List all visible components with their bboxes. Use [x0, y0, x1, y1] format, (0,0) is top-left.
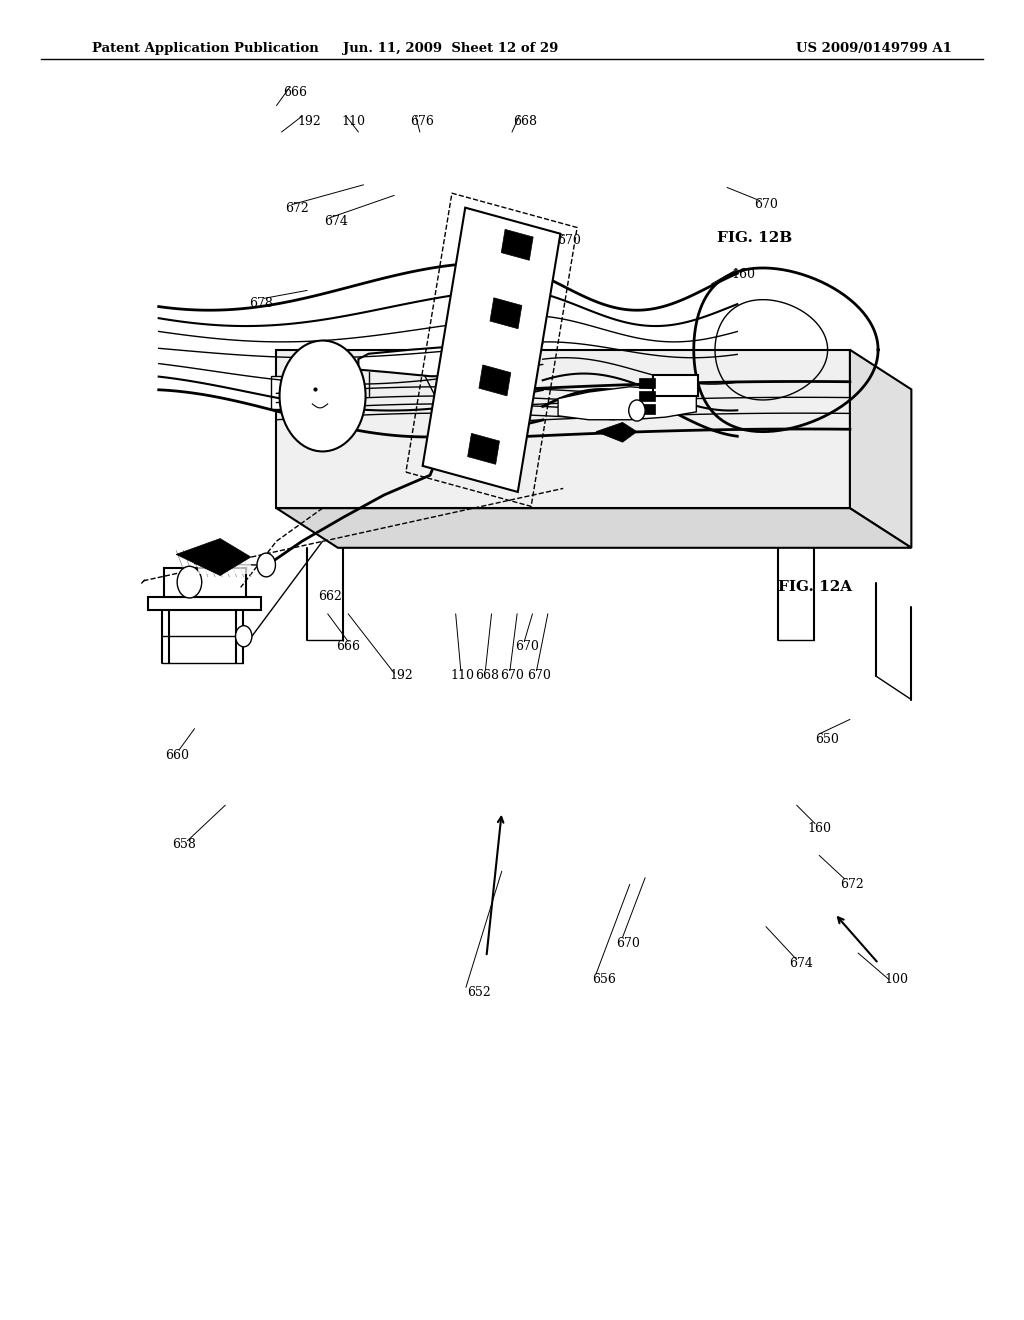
Text: 650: 650: [815, 733, 840, 746]
Circle shape: [257, 553, 275, 577]
Polygon shape: [489, 298, 522, 329]
Polygon shape: [850, 350, 911, 548]
Text: 660: 660: [165, 748, 189, 762]
Text: 666: 666: [283, 86, 307, 99]
Polygon shape: [358, 343, 532, 376]
Text: FIG. 12B: FIG. 12B: [717, 231, 792, 244]
Text: 674: 674: [324, 215, 348, 228]
Text: FIG. 12A: FIG. 12A: [778, 581, 852, 594]
Polygon shape: [502, 230, 534, 260]
Text: 670: 670: [500, 669, 524, 682]
Circle shape: [280, 341, 366, 451]
Text: Jun. 11, 2009  Sheet 12 of 29: Jun. 11, 2009 Sheet 12 of 29: [343, 42, 558, 55]
Polygon shape: [176, 539, 251, 576]
Text: 670: 670: [557, 234, 582, 247]
Text: 652: 652: [467, 986, 492, 999]
Polygon shape: [423, 207, 560, 492]
Polygon shape: [558, 387, 696, 420]
Polygon shape: [468, 433, 500, 465]
Text: 670: 670: [615, 937, 640, 950]
Text: 192: 192: [297, 115, 322, 128]
Circle shape: [177, 566, 202, 598]
Text: 676: 676: [410, 115, 434, 128]
Text: 672: 672: [285, 202, 309, 215]
Text: 674: 674: [788, 957, 813, 970]
Text: 160: 160: [807, 822, 831, 836]
Text: 666: 666: [336, 640, 360, 653]
Text: 110: 110: [451, 669, 475, 682]
Polygon shape: [639, 378, 655, 388]
Polygon shape: [148, 597, 261, 610]
Polygon shape: [639, 391, 655, 401]
Text: 160: 160: [731, 268, 756, 281]
Polygon shape: [276, 350, 850, 508]
Text: 668: 668: [513, 115, 538, 128]
Polygon shape: [198, 550, 251, 574]
Text: 656: 656: [592, 973, 616, 986]
Text: 670: 670: [515, 640, 540, 653]
Text: 670: 670: [526, 669, 551, 682]
Circle shape: [236, 626, 252, 647]
Text: 678: 678: [249, 297, 273, 310]
Text: 110: 110: [341, 115, 366, 128]
Polygon shape: [164, 568, 246, 597]
Text: 662: 662: [317, 590, 342, 603]
Text: 100: 100: [884, 973, 908, 986]
Polygon shape: [653, 375, 698, 396]
Polygon shape: [271, 376, 307, 409]
Polygon shape: [276, 508, 911, 548]
Text: US 2009/0149799 A1: US 2009/0149799 A1: [797, 42, 952, 55]
Text: Patent Application Publication: Patent Application Publication: [92, 42, 318, 55]
Text: 670: 670: [754, 198, 778, 211]
Text: 668: 668: [475, 669, 500, 682]
Text: 658: 658: [172, 838, 197, 851]
Text: 192: 192: [389, 669, 414, 682]
Circle shape: [629, 400, 645, 421]
Polygon shape: [479, 364, 511, 396]
Polygon shape: [596, 422, 637, 442]
Text: 672: 672: [840, 878, 864, 891]
Polygon shape: [639, 404, 655, 414]
